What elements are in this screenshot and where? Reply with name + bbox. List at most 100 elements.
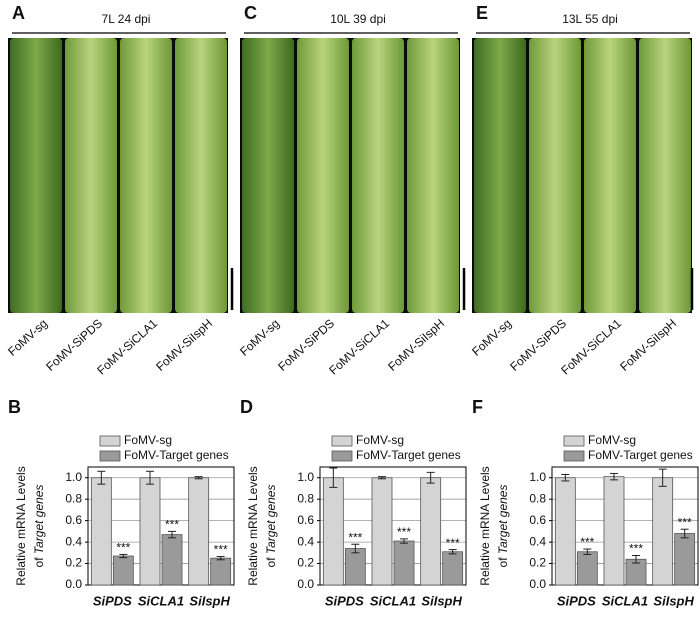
bar [210,557,232,586]
legend-swatch [563,450,585,462]
error-bar [168,530,176,539]
x-tick-label: SiCLA1 [602,593,648,608]
x-tick-label: SiIspH [421,593,462,608]
y-axis-label-part: of [264,557,278,568]
panel-letter: F [472,397,483,417]
plot-frame [87,466,235,586]
y-tick-label: 1.0 [529,470,546,484]
panel-letter: C [244,3,257,23]
leaf [352,38,404,313]
legend-swatch [563,435,585,447]
y-tick-label: 1.0 [65,470,82,484]
x-tick-label: SiIspH [189,593,230,608]
panel-header: 7L 24 dpi [102,12,151,26]
leaf-label: FoMV-sg [237,316,282,359]
error-bar [378,476,386,480]
significance: *** [580,535,594,549]
leaf [529,38,581,313]
bar [674,533,696,586]
y-axis-label: Relative mRNA Levels [478,466,492,585]
error-bar [400,538,408,544]
y-axis-label-part: of [32,557,46,568]
error-bar [561,474,570,482]
x-tick-label: SiCLA1 [138,593,184,608]
bar [420,477,442,586]
bar [603,476,625,586]
bar [90,477,112,586]
legend-label: FoMV-sg [356,433,404,447]
error-bar [426,471,435,484]
significance: *** [629,542,643,556]
y-axis-label-part: Target genes [32,485,46,555]
plot-frame [319,466,467,586]
legend-label: FoMV-sg [124,433,172,447]
leaf-label: FoMV-SiIspH [617,316,679,374]
legend-swatch [99,435,121,447]
legend-label: FoMV-sg [588,433,636,447]
bar [652,477,674,586]
leaf-label: FoMV-SiCLA1 [558,316,624,377]
panel-header: 10L 39 dpi [330,12,386,26]
bar [393,540,415,586]
y-tick-label: 0.0 [297,577,314,591]
bar [344,548,366,586]
error-bar [632,555,640,564]
panel-letter: B [8,397,21,417]
bar [576,551,598,586]
y-tick-label: 0.2 [529,556,546,570]
bar [188,477,210,586]
error-bar [448,549,457,555]
y-tick-label: 0.8 [529,491,546,505]
bar [442,551,464,586]
y-tick-label: 0.6 [297,513,314,527]
error-bar [119,553,128,559]
error-bar [216,556,225,561]
significance: *** [116,541,130,555]
legend-swatch [331,450,353,462]
y-tick-label: 1.0 [297,470,314,484]
x-tick-label: SiCLA1 [370,593,416,608]
leaf-label: FoMV-SiIspH [153,316,215,374]
panel-letter: A [12,3,25,23]
significance: *** [678,515,692,529]
leaf-label: FoMV-SiCLA1 [94,316,160,377]
leaf [639,38,691,313]
y-tick-label: 0.6 [529,513,546,527]
leaf [474,38,526,313]
bar [322,477,344,586]
significance: *** [214,543,228,557]
significance: *** [165,518,179,532]
y-tick-label: 0.4 [297,534,314,548]
error-bar [583,548,592,555]
error-bar [146,470,154,485]
panel-letter: D [240,397,253,417]
y-axis-label-part: Target genes [264,485,278,555]
x-tick-label: SiPDS [557,593,596,608]
error-bar [680,528,689,539]
leaf-label: FoMV-sg [5,316,50,359]
y-tick-label: 0.0 [529,577,546,591]
y-tick-label: 0.6 [65,513,82,527]
y-tick-label: 0.0 [65,577,82,591]
bar [139,477,161,586]
x-tick-label: SiPDS [325,593,364,608]
x-tick-label: SiIspH [653,593,694,608]
y-axis-label: Relative mRNA Levels [246,466,260,585]
bar [161,534,183,586]
leaf [584,38,636,313]
y-tick-label: 0.4 [65,534,82,548]
leaf-label: FoMV-SiCLA1 [326,316,392,377]
y-axis-label: of Target genes [496,485,510,568]
leaf [10,38,62,313]
significance: *** [348,530,362,544]
leaf-label: FoMV-SiIspH [385,316,447,374]
y-axis-label: of Target genes [32,485,46,568]
error-bar [97,470,106,485]
y-tick-label: 0.2 [297,556,314,570]
leaf-label: FoMV-sg [469,316,514,359]
significance: *** [397,525,411,539]
legend-label: FoMV-Target genes [124,448,229,462]
error-bar [658,468,667,487]
error-bar [610,472,618,481]
